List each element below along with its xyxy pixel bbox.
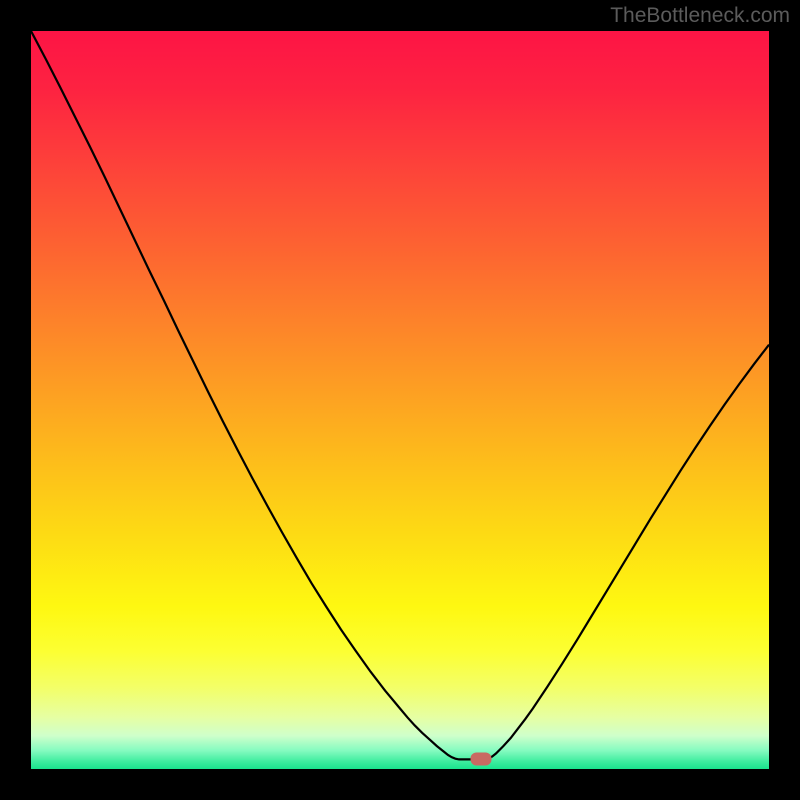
optimum-marker — [471, 753, 492, 766]
watermark-text: TheBottleneck.com — [610, 4, 790, 28]
bottleneck-curve — [31, 31, 769, 769]
plot-area — [31, 31, 769, 769]
curve-path — [31, 31, 769, 759]
